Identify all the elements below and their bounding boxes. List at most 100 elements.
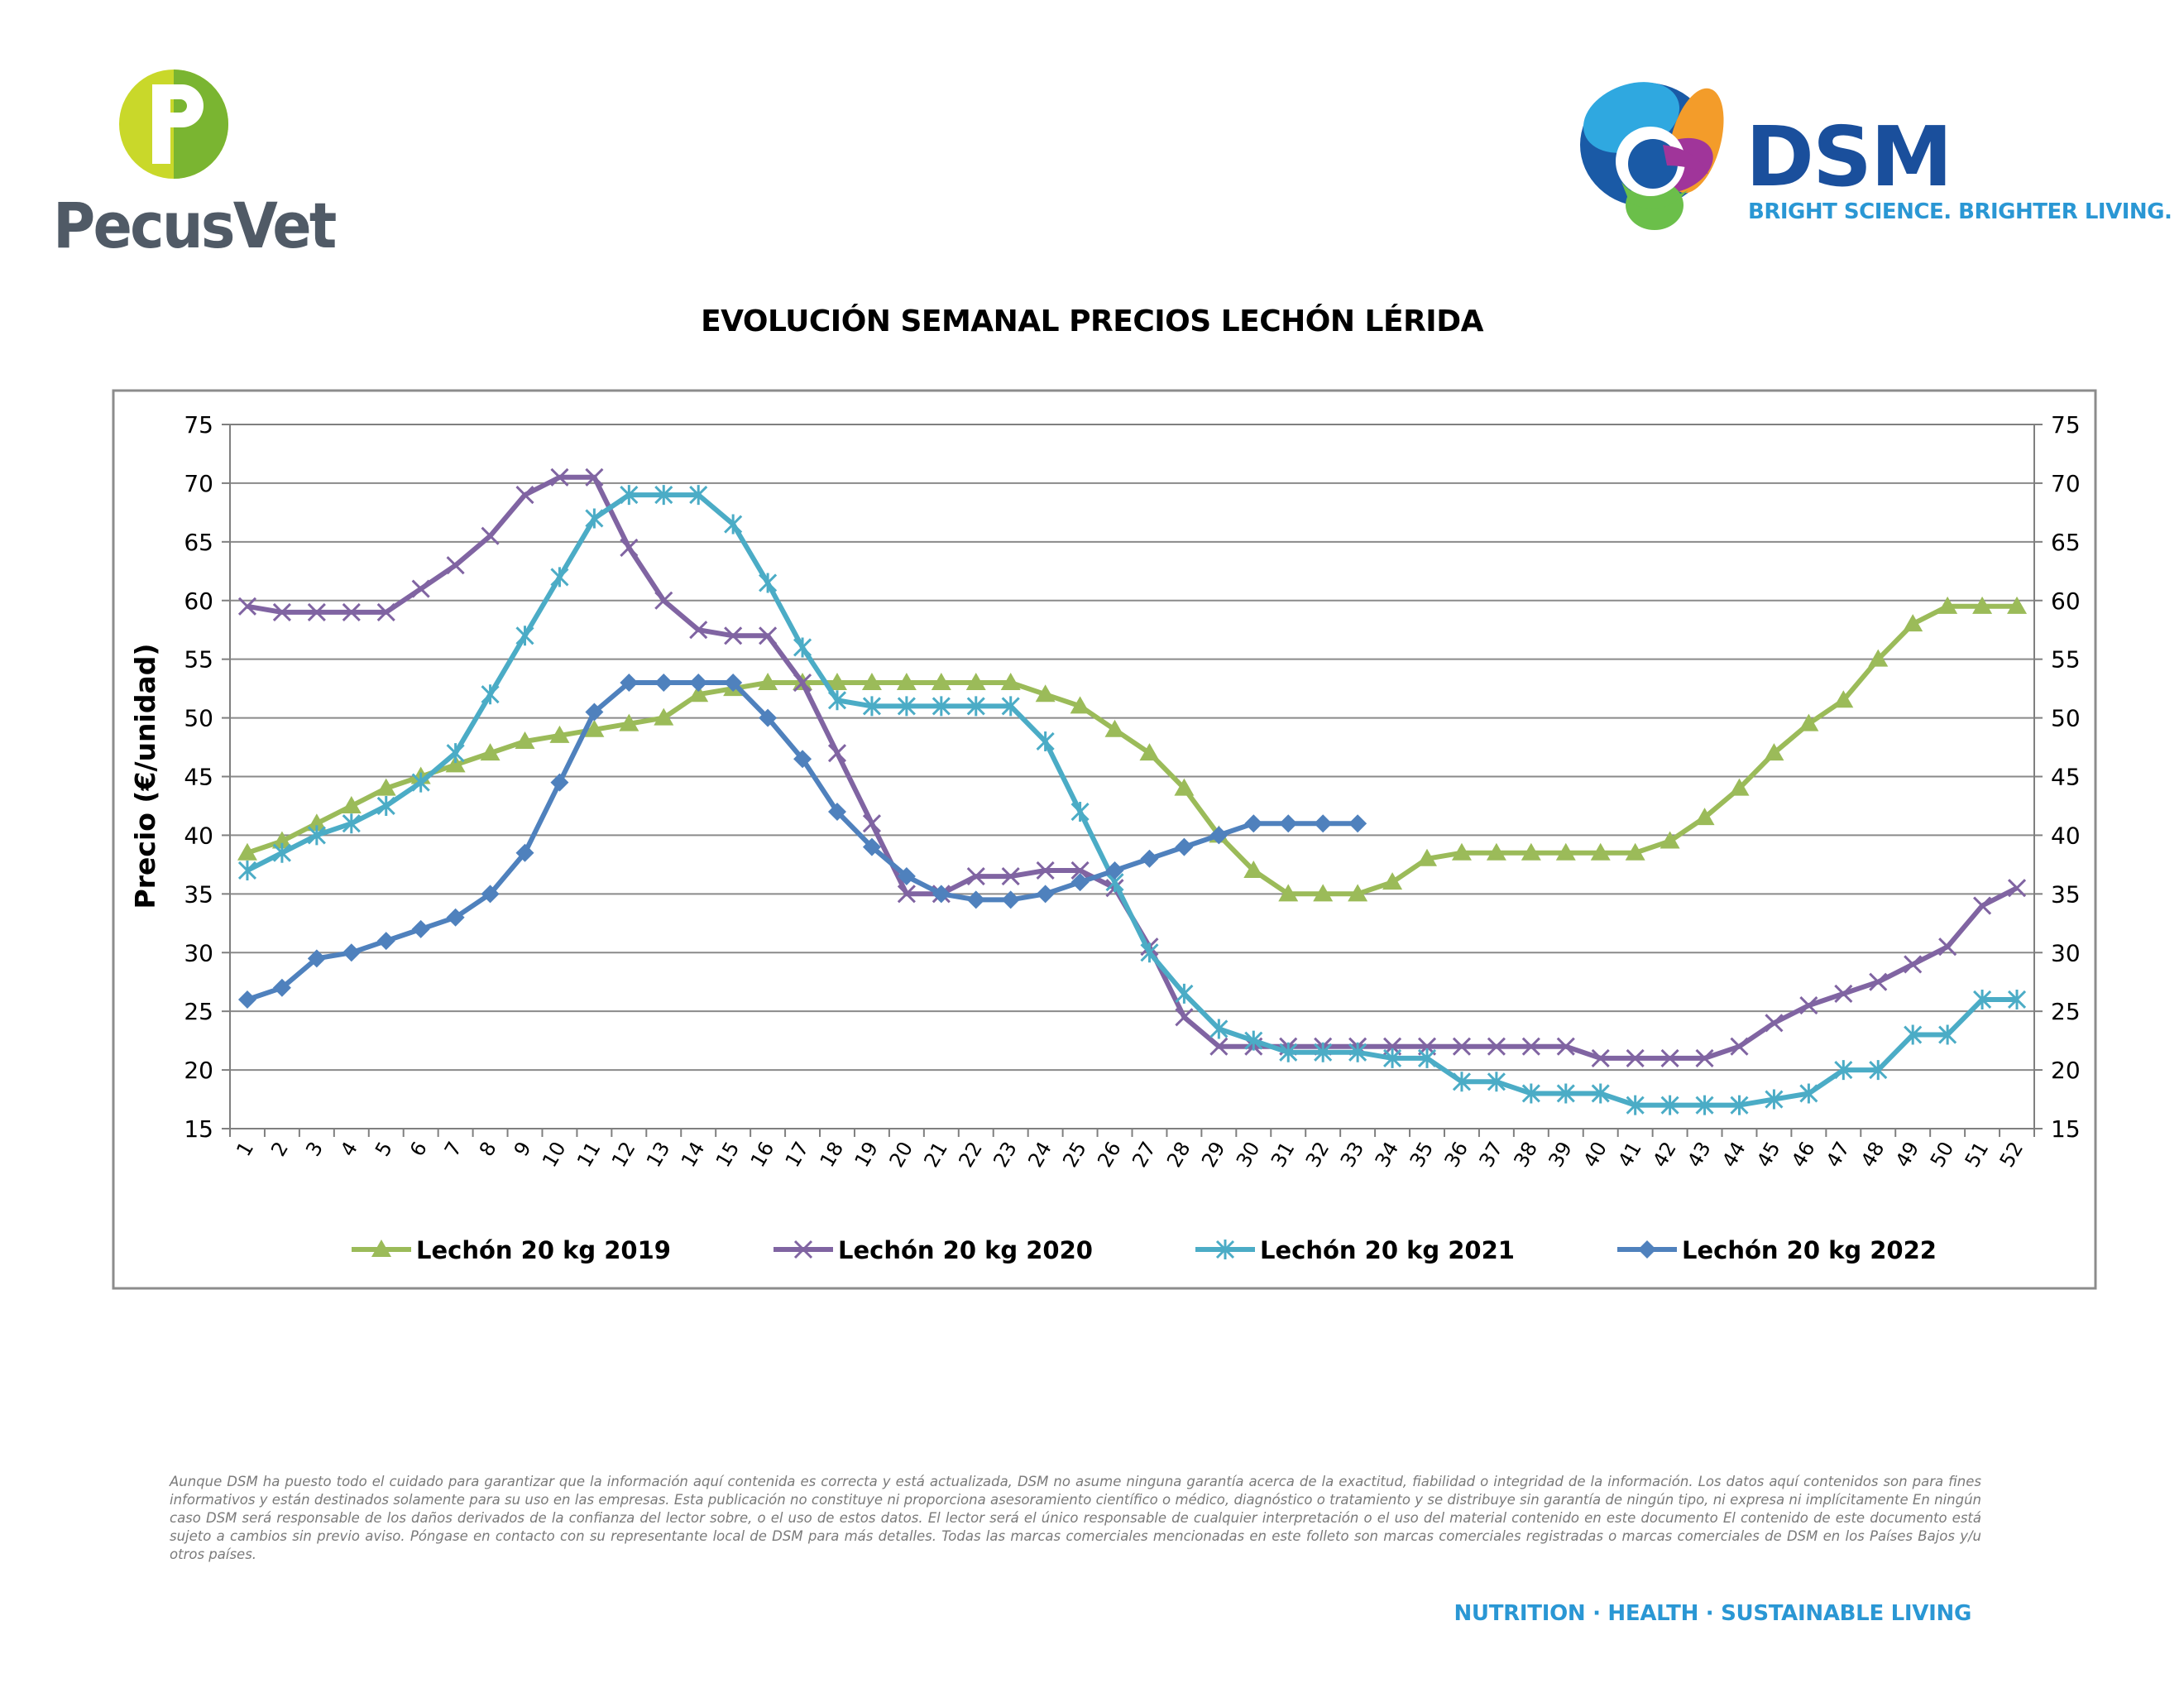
data-point (1973, 989, 1992, 1009)
data-point (411, 772, 430, 793)
x-tick-label: 51 (1961, 1138, 1994, 1171)
data-point (1833, 690, 1854, 708)
x-tick-label: 12 (607, 1138, 640, 1171)
data-point (1279, 814, 1298, 833)
data-point (619, 713, 639, 731)
data-point (411, 919, 430, 938)
data-point (342, 602, 361, 621)
data-point (1521, 1037, 1540, 1056)
y-tick-label: 55 (2051, 646, 2081, 674)
data-point (237, 842, 257, 861)
data-point (272, 842, 291, 863)
data-point (1695, 1095, 1714, 1115)
data-point (1209, 826, 1228, 845)
data-point (2007, 879, 2027, 898)
x-tick-label: 47 (1822, 1138, 1855, 1171)
x-tick-label: 49 (1891, 1138, 1924, 1171)
data-point (515, 843, 534, 862)
x-tick-label: 20 (885, 1138, 918, 1171)
legend: Lechón 20 kg 2019 Lechón 20 kg 2020 Lechón… (352, 1236, 1937, 1264)
data-point (1036, 861, 1055, 880)
data-point (1001, 866, 1020, 886)
x-tick-label: 32 (1301, 1138, 1334, 1171)
legend-item: Lechón 20 kg 2021 (1195, 1236, 1515, 1264)
x-tick-label: 18 (816, 1138, 849, 1171)
legend-label: Lechón 20 kg 2020 (838, 1236, 1093, 1264)
data-point (1451, 842, 1472, 861)
y-tick-label: 45 (2051, 764, 2081, 791)
data-point (1591, 1083, 1610, 1104)
data-point (515, 486, 534, 505)
legend-label: Lechón 20 kg 2022 (1682, 1236, 1937, 1264)
data-point (1139, 743, 1160, 761)
data-point (445, 755, 466, 773)
data-point (689, 621, 708, 640)
x-tick-label: 13 (642, 1138, 675, 1171)
data-point (932, 885, 951, 904)
y-tick-label: 70 (2051, 470, 2081, 497)
data-point (1070, 696, 1090, 714)
data-point (480, 743, 500, 761)
data-point (306, 813, 327, 832)
data-point (1487, 1037, 1506, 1056)
data-point (1104, 719, 1125, 737)
data-point (1625, 842, 1645, 861)
series-line (247, 474, 2019, 1061)
data-point (724, 514, 743, 535)
data-point (1798, 713, 1819, 731)
data-point (793, 673, 812, 693)
x-tick-label: 3 (301, 1138, 328, 1160)
x-tick-label: 8 (475, 1138, 501, 1160)
x-tick-label: 2 (266, 1138, 293, 1160)
data-point (1695, 1048, 1714, 1067)
data-point (1417, 848, 1438, 866)
series-line (247, 603, 2017, 897)
data-point (481, 526, 500, 545)
x-tick-label: 4 (336, 1138, 362, 1160)
data-point (965, 673, 986, 691)
data-point (654, 485, 673, 506)
data-point (1105, 861, 1124, 880)
y-axis-label: Precio (€/unidad) (129, 644, 161, 909)
data-point (932, 696, 951, 717)
y-tick-label: 20 (2051, 1057, 2081, 1084)
x-tick-label: 39 (1544, 1138, 1577, 1171)
data-point (585, 468, 604, 487)
y-tick-label: 65 (2051, 529, 2081, 556)
data-point (307, 825, 326, 846)
data-point (1140, 849, 1159, 868)
data-point (1070, 873, 1090, 892)
data-point (1660, 1095, 1679, 1115)
data-point (1036, 885, 1055, 904)
data-point (1626, 1095, 1645, 1115)
data-point (446, 908, 465, 927)
data-point (1209, 1037, 1228, 1056)
data-point (654, 591, 673, 610)
data-point (1765, 1089, 1784, 1110)
x-tick-label: 34 (1371, 1138, 1404, 1171)
x-tick-label: 37 (1475, 1138, 1508, 1171)
data-point (1348, 814, 1367, 833)
series (237, 468, 2028, 1115)
gridlines (230, 482, 2034, 1072)
y-tick-label: 50 (184, 705, 213, 732)
data-point (759, 626, 778, 645)
y-tick-label: 60 (184, 587, 213, 615)
y-tick-label: 30 (184, 939, 213, 966)
data-point (1243, 860, 1264, 878)
data-point (481, 885, 500, 904)
x-tick-label: 17 (781, 1138, 814, 1171)
y-tick-label: 25 (184, 998, 213, 1025)
series-3 (237, 485, 2027, 1115)
series-1 (237, 596, 2028, 902)
data-point (688, 684, 709, 703)
pecusvet-p-icon (119, 70, 228, 179)
data-point (827, 744, 847, 763)
y-axis-right: 15 20 25 30 35 40 45 50 55 60 65 70 75 (2034, 411, 2081, 1143)
x-tick-label: 31 (1267, 1138, 1300, 1171)
dsm-logo: DSM BRIGHT SCIENCE. BRIGHTER LIVING. (1572, 66, 2172, 248)
data-point (1175, 983, 1194, 1004)
y-tick-label: 20 (184, 1057, 213, 1084)
data-point (1382, 872, 1403, 890)
